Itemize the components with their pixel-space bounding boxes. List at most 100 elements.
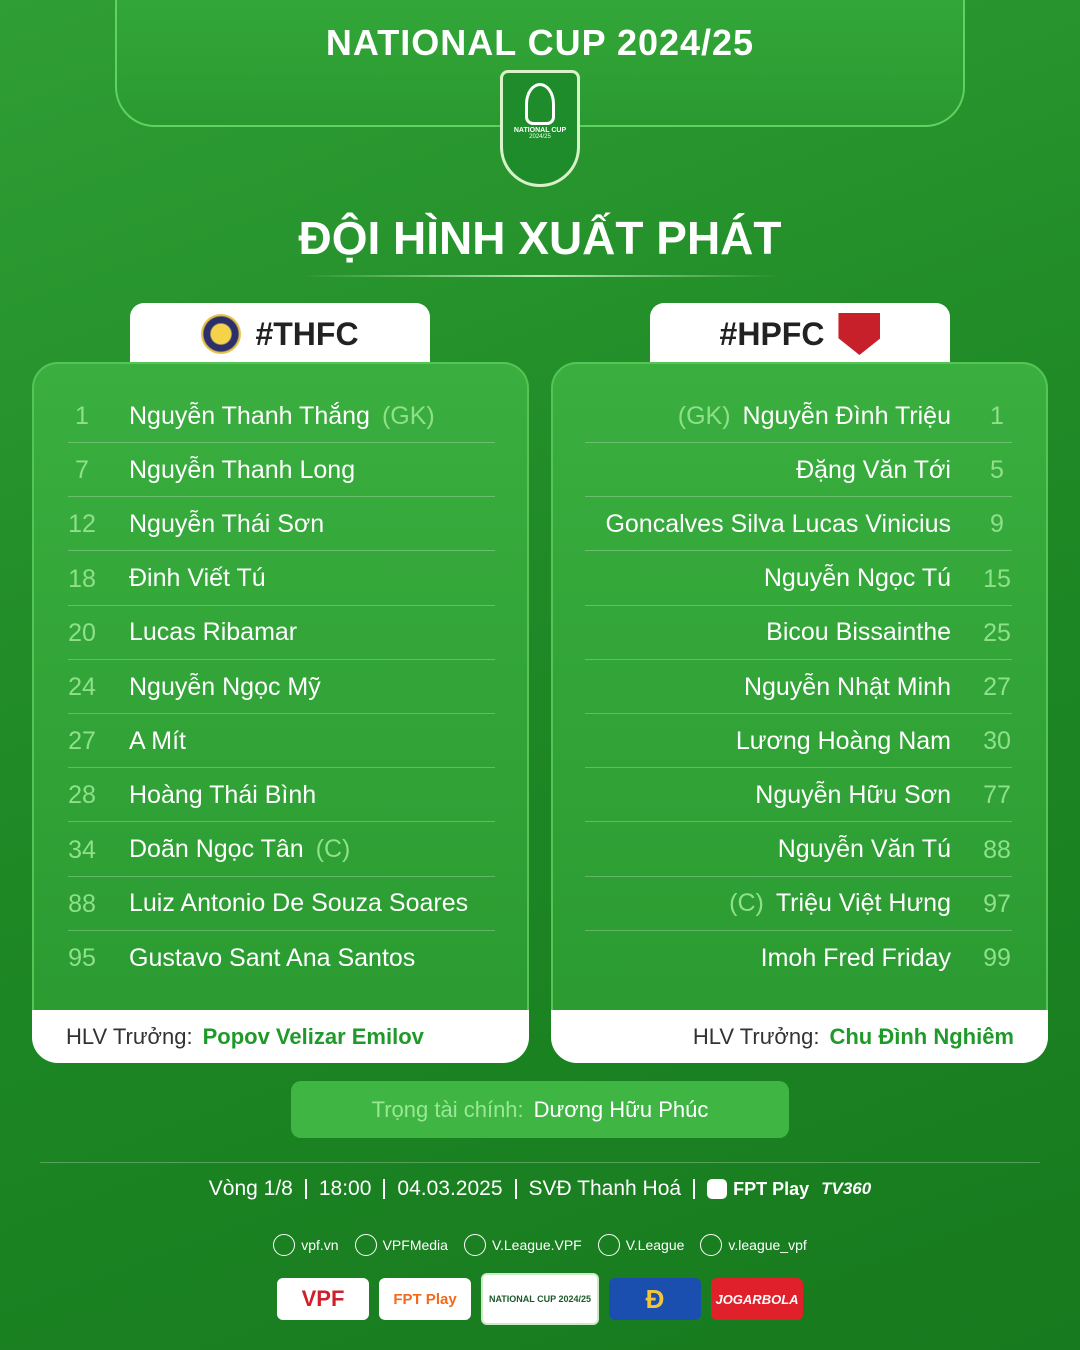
player-number: 99: [983, 944, 1011, 972]
player-number: 97: [983, 889, 1011, 918]
social-handle: v.league_vpf: [728, 1237, 807, 1253]
match-info-item: 04.03.2025: [397, 1177, 503, 1200]
broadcaster: TV360: [821, 1179, 872, 1198]
info-separator: [693, 1179, 696, 1199]
social-icon: [354, 1234, 377, 1256]
player-name: Nguyễn Nhật Minh: [743, 672, 951, 701]
coach-row: HLV Trưởng: Popov Velizar Emilov: [66, 1010, 506, 1063]
team-tag: #THFC: [255, 315, 359, 352]
coach-name: Popov Velizar Emilov: [202, 1023, 424, 1049]
player-name-row: Imoh Fred Friday: [560, 940, 951, 976]
player-role: (C): [315, 835, 351, 864]
player-name-row: Doãn Ngọc Tân (C): [129, 832, 519, 868]
referee-box: Trọng tài chính: Dương Hữu Phúc: [291, 1081, 789, 1138]
player-name-row: Lương Hoàng Nam: [560, 723, 951, 759]
row-divider: [585, 875, 1012, 877]
sponsor-logo: JOGARBOLA: [711, 1278, 803, 1320]
coach-name: Chu Đình Nghiêm: [829, 1023, 1014, 1049]
player-name: Nguyễn Đình Triệu: [742, 401, 951, 430]
player-name: Nguyễn Văn Tú: [777, 835, 951, 864]
coach-row: HLV Trưởng: Chu Đình Nghiêm: [551, 1010, 1014, 1063]
heading-underline: [300, 275, 780, 277]
team-tab: #HPFC: [650, 303, 950, 365]
row-divider: [585, 658, 1012, 660]
team-tab: #THFC: [130, 303, 430, 365]
player-number: 25: [983, 618, 1011, 647]
player-number: 1: [75, 402, 89, 430]
player-number: 5: [990, 456, 1004, 485]
player-name-row: Gustavo Sant Ana Santos: [129, 940, 519, 976]
player-role: (C): [729, 889, 764, 918]
row-divider: [585, 713, 1012, 714]
player-name: Doãn Ngọc Tân: [129, 835, 304, 864]
row-divider: [68, 713, 495, 714]
player-number: 88: [68, 889, 96, 918]
badge-cup-icon: [525, 83, 555, 125]
player-number: 7: [75, 456, 89, 485]
sponsors-row: VPF FPT Play NATIONAL CUP 2024/25 Đ JOGARBOL…: [0, 1272, 1080, 1326]
player-number: 20: [68, 618, 96, 647]
player-name-row: Đặng Văn Tới: [560, 452, 951, 488]
player-role: (GK): [677, 401, 731, 430]
row-divider: [68, 658, 495, 660]
cup-badge: NATIONAL CUP 2024/25: [500, 70, 580, 187]
player-name-row: Nguyễn Thái Sơn: [129, 506, 519, 542]
player-number: 1: [990, 402, 1004, 430]
info-separator: [304, 1179, 307, 1199]
player-name-row: Nguyễn Ngọc Tú: [560, 561, 951, 597]
team-panel: [32, 362, 529, 1063]
coach-bar: [32, 1010, 529, 1063]
player-number: 12: [68, 510, 96, 539]
player-number: 9: [990, 510, 1004, 539]
social-handle: VPFMedia: [382, 1237, 448, 1253]
info-separator: [383, 1179, 386, 1199]
social-item: v.league_vpf: [700, 1234, 807, 1256]
player-name-row: Nguyễn Nhật Minh: [560, 669, 951, 705]
referee-label: Trọng tài chính:: [371, 1096, 524, 1122]
player-number: 77: [983, 781, 1011, 810]
player-name-row: Luiz Antonio De Souza Soares: [129, 886, 519, 922]
match-info-item: Vòng 1/8: [208, 1177, 293, 1200]
player-name: Luiz Antonio De Souza Soares: [129, 889, 469, 918]
sponsor-logo: VPF: [277, 1278, 369, 1320]
player-name: Lương Hoàng Nam: [735, 726, 951, 755]
row-divider: [68, 929, 495, 931]
player-number: 28: [68, 781, 96, 810]
row-divider: [68, 550, 495, 552]
social-item: V.League.VPF: [463, 1234, 582, 1256]
player-name: Đinh Viết Tú: [129, 564, 266, 593]
row-divider: [585, 767, 1012, 769]
social-item: vpf.vn: [273, 1234, 339, 1256]
player-number: 27: [983, 673, 1011, 701]
player-name-row: A Mít: [129, 723, 519, 759]
player-name: Nguyễn Ngọc Mỹ: [129, 672, 321, 701]
player-name: Nguyễn Thanh Thắng: [129, 401, 370, 430]
row-divider: [585, 929, 1012, 931]
row-divider: [68, 821, 495, 823]
row-divider: [68, 442, 495, 443]
team-panel: [551, 362, 1048, 1063]
player-name: Imoh Fred Friday: [760, 943, 951, 972]
player-name: Nguyễn Ngọc Tú: [763, 564, 951, 593]
referee-name: Dương Hữu Phúc: [533, 1096, 709, 1122]
match-info: Vòng 1/8 18:00 04.03.2025 SVĐ Thanh Hoá FPT …: [0, 1170, 1080, 1208]
header-title: NATIONAL CUP 2024/25: [325, 22, 755, 63]
player-number: 27: [68, 727, 96, 756]
row-divider: [585, 496, 1012, 498]
player-name-row: Nguyễn Ngọc Mỹ: [129, 669, 519, 705]
player-name: Goncalves Silva Lucas Vinicius: [605, 509, 951, 538]
player-name: Nguyễn Hữu Sơn: [755, 780, 951, 809]
player-name-row: Hoàng Thái Bình: [129, 777, 519, 813]
row-divider: [68, 496, 495, 498]
player-name-row: Goncalves Silva Lucas Vinicius: [560, 506, 951, 542]
team-tag: #HPFC: [719, 315, 825, 352]
row-divider: [68, 875, 495, 877]
badge-line1: NATIONAL CUP: [513, 127, 567, 134]
player-name: Bicou Bissainthe: [766, 618, 951, 647]
coach-label: HLV Trưởng:: [692, 1023, 820, 1049]
player-name: Lucas Ribamar: [129, 618, 298, 647]
social-icon: [273, 1234, 296, 1256]
player-name-row: Bicou Bissainthe: [560, 615, 951, 651]
social-handle: V.League.VPF: [491, 1237, 582, 1253]
